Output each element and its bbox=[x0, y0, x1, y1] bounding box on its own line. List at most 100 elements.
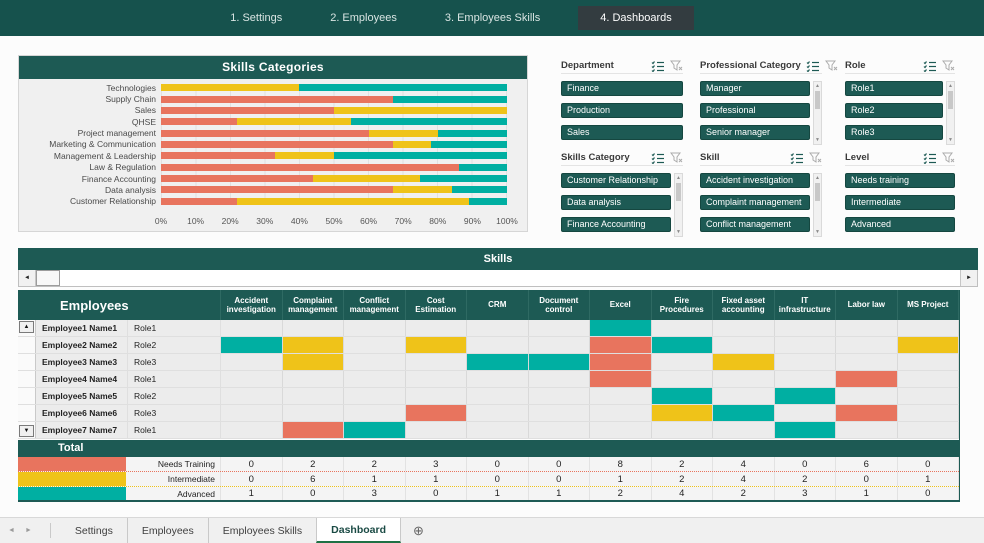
scroll-down-icon[interactable]: ▼ bbox=[815, 229, 820, 235]
skill-cell[interactable] bbox=[221, 422, 283, 438]
total-value-cell[interactable]: 0 bbox=[467, 472, 529, 486]
skill-cell[interactable] bbox=[713, 337, 775, 353]
total-value-cell[interactable]: 0 bbox=[283, 487, 344, 500]
skill-cell[interactable] bbox=[283, 320, 344, 336]
slicer-scrollbar[interactable]: ▲ ▼ bbox=[813, 173, 822, 237]
total-value-cell[interactable]: 1 bbox=[467, 487, 529, 500]
skill-cell[interactable] bbox=[406, 354, 467, 370]
skill-cell[interactable] bbox=[406, 422, 467, 438]
skill-cell[interactable] bbox=[344, 354, 406, 370]
clear-filter-icon[interactable] bbox=[942, 152, 955, 164]
slicer-scrollbar[interactable]: ▲ ▼ bbox=[813, 81, 822, 145]
clear-filter-icon[interactable] bbox=[942, 60, 955, 72]
skill-cell[interactable] bbox=[467, 388, 529, 404]
skill-cell[interactable] bbox=[221, 337, 283, 353]
skill-cell[interactable] bbox=[898, 388, 959, 404]
slicer-item-finance[interactable]: Finance bbox=[561, 81, 683, 96]
skill-cell[interactable] bbox=[774, 388, 836, 404]
scroll-up-icon[interactable]: ▲ bbox=[676, 175, 681, 181]
sheet-tab-settings[interactable]: Settings bbox=[74, 524, 113, 537]
skill-cell[interactable] bbox=[836, 337, 898, 353]
skill-cell[interactable] bbox=[221, 320, 283, 336]
skill-cell[interactable] bbox=[344, 320, 406, 336]
skill-cell[interactable] bbox=[836, 388, 898, 404]
skill-cell[interactable] bbox=[652, 422, 713, 438]
scroll-up-icon[interactable]: ▲ bbox=[815, 83, 820, 89]
slicer-item-role3[interactable]: Role3 bbox=[845, 125, 943, 140]
skill-cell[interactable] bbox=[897, 337, 959, 353]
total-value-cell[interactable]: 0 bbox=[898, 487, 959, 500]
total-value-cell[interactable]: 0 bbox=[529, 472, 590, 486]
total-value-cell[interactable]: 2 bbox=[590, 487, 652, 500]
skill-cell[interactable] bbox=[344, 371, 406, 387]
skill-cell[interactable] bbox=[221, 371, 283, 387]
scroll-thumb[interactable] bbox=[676, 183, 681, 201]
slicer-item-role1[interactable]: Role1 bbox=[845, 81, 943, 96]
skill-cell[interactable] bbox=[898, 354, 959, 370]
slicer-item-accident-investigation[interactable]: Accident investigation bbox=[700, 173, 810, 188]
skill-cell[interactable] bbox=[652, 320, 713, 336]
multiselect-icon[interactable] bbox=[790, 152, 804, 164]
skill-cell[interactable] bbox=[467, 337, 529, 353]
clear-filter-icon[interactable] bbox=[809, 152, 822, 164]
skill-cell[interactable] bbox=[836, 354, 898, 370]
nav-tab-3-employees-skills[interactable]: 3. Employees Skills bbox=[444, 12, 541, 24]
multiselect-icon[interactable] bbox=[651, 152, 665, 164]
clear-filter-icon[interactable] bbox=[670, 152, 683, 164]
skill-cell[interactable] bbox=[529, 405, 590, 421]
skill-cell[interactable] bbox=[652, 371, 713, 387]
skill-cell[interactable] bbox=[283, 388, 344, 404]
skill-cell[interactable] bbox=[713, 371, 775, 387]
nav-tab-4-dashboards[interactable]: 4. Dashboards bbox=[578, 6, 694, 30]
total-value-cell[interactable]: 0 bbox=[221, 472, 283, 486]
slicer-item-data-analysis[interactable]: Data analysis bbox=[561, 195, 671, 210]
scroll-track[interactable] bbox=[60, 270, 960, 286]
skill-cell[interactable] bbox=[898, 320, 959, 336]
sheet-tab-dashboard[interactable]: Dashboard bbox=[316, 518, 401, 543]
skill-cell[interactable] bbox=[529, 422, 590, 438]
sheet-tab-employees[interactable]: Employees bbox=[126, 518, 208, 543]
total-value-cell[interactable]: 0 bbox=[775, 457, 836, 471]
scroll-up-icon[interactable]: ▲ bbox=[948, 83, 953, 89]
skill-cell[interactable] bbox=[836, 422, 898, 438]
slicer-scrollbar[interactable]: ▲ ▼ bbox=[946, 81, 955, 145]
total-value-cell[interactable]: 3 bbox=[775, 487, 836, 500]
slicer-item-advanced[interactable]: Advanced bbox=[845, 217, 955, 232]
slicer-item-customer-relationship[interactable]: Customer Relationship bbox=[561, 173, 671, 188]
skill-cell[interactable] bbox=[406, 320, 467, 336]
total-value-cell[interactable]: 8 bbox=[590, 457, 652, 471]
slicer-item-finance-accounting[interactable]: Finance Accounting bbox=[561, 217, 671, 232]
skill-cell[interactable] bbox=[590, 320, 652, 336]
skill-cell[interactable] bbox=[836, 371, 898, 387]
skill-cell[interactable] bbox=[651, 388, 713, 404]
total-value-cell[interactable]: 2 bbox=[652, 457, 713, 471]
total-value-cell[interactable]: 0 bbox=[467, 457, 529, 471]
skill-cell[interactable] bbox=[651, 405, 713, 421]
skill-cell[interactable] bbox=[590, 337, 652, 353]
scroll-thumb[interactable] bbox=[36, 270, 60, 286]
slicer-item-professional[interactable]: Professional bbox=[700, 103, 810, 118]
skill-cell[interactable] bbox=[283, 405, 344, 421]
skill-cell[interactable] bbox=[898, 422, 959, 438]
skill-cell[interactable] bbox=[221, 388, 283, 404]
total-value-cell[interactable]: 0 bbox=[836, 472, 898, 486]
skill-cell[interactable] bbox=[529, 337, 590, 353]
clear-filter-icon[interactable] bbox=[824, 60, 838, 72]
skill-cell[interactable] bbox=[529, 388, 590, 404]
total-value-cell[interactable]: 2 bbox=[344, 457, 406, 471]
total-value-cell[interactable]: 0 bbox=[406, 487, 467, 500]
skill-cell[interactable] bbox=[713, 320, 775, 336]
skill-cell[interactable] bbox=[898, 371, 959, 387]
skill-cell[interactable] bbox=[467, 354, 529, 370]
slicer-item-intermediate[interactable]: Intermediate bbox=[845, 195, 955, 210]
total-value-cell[interactable]: 1 bbox=[344, 472, 406, 486]
skill-cell[interactable] bbox=[221, 354, 283, 370]
total-value-cell[interactable]: 0 bbox=[898, 457, 959, 471]
total-value-cell[interactable]: 4 bbox=[652, 487, 713, 500]
clear-filter-icon[interactable] bbox=[670, 60, 683, 72]
skill-cell[interactable] bbox=[283, 371, 344, 387]
scroll-down-button[interactable]: ▼ bbox=[19, 425, 34, 437]
skill-cell[interactable] bbox=[405, 337, 467, 353]
total-value-cell[interactable]: 1 bbox=[898, 472, 959, 486]
slicer-item-sales[interactable]: Sales bbox=[561, 125, 683, 140]
